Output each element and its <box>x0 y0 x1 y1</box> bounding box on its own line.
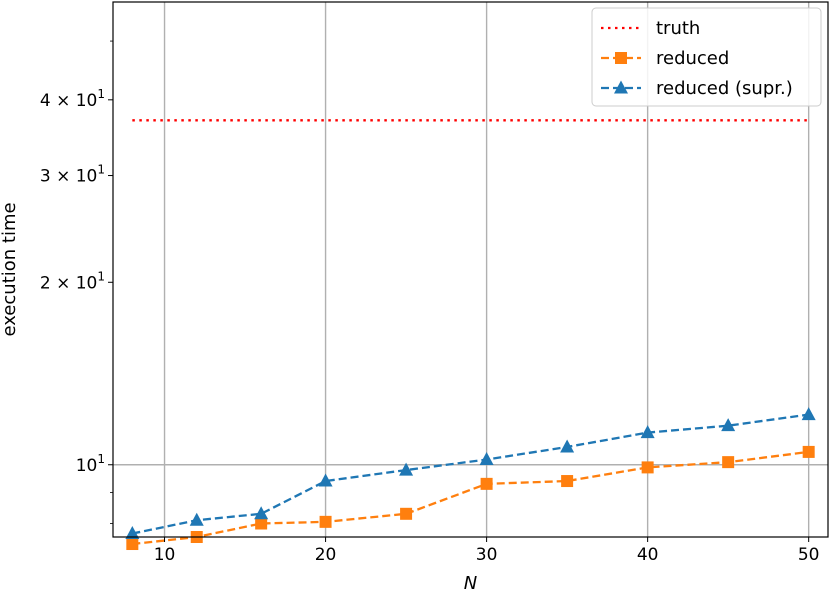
y-tick-exponent: 1 <box>97 452 105 466</box>
data-point <box>399 462 414 476</box>
x-tick-label: 10 <box>154 545 176 565</box>
data-point <box>561 475 574 488</box>
data-point <box>722 456 735 469</box>
plot-frame <box>112 1 829 538</box>
legend-box <box>591 7 822 107</box>
data-point <box>560 439 575 453</box>
data-point <box>318 473 333 487</box>
data-point <box>126 538 139 551</box>
x-axis-label: N <box>464 573 477 594</box>
y-tick-label: 2 × 101 <box>40 269 105 293</box>
y-tick-base: 4 × 10 <box>40 91 98 111</box>
data-point <box>479 452 494 466</box>
y-tick-base: 3 × 10 <box>40 167 98 187</box>
y-tick-label: 3 × 101 <box>40 163 105 187</box>
data-point <box>480 477 493 490</box>
y-tick-exponent: 1 <box>97 269 105 283</box>
legend-label: truth <box>656 18 700 39</box>
series-line <box>132 450 809 546</box>
data-point <box>255 517 268 530</box>
x-tick-label: 40 <box>637 545 659 565</box>
data-point <box>641 461 654 474</box>
legend-swatch-marker <box>614 80 628 94</box>
data-point <box>400 507 413 520</box>
legend-item: reduced (supr.) <box>601 78 793 99</box>
legend: truth reduced reduced (supr.) <box>591 7 822 107</box>
data-point <box>254 506 269 520</box>
legend-label: reduced (supr.) <box>656 78 793 99</box>
y-tick-base: 2 × 10 <box>40 273 98 293</box>
y-tick-label: 4 × 101 <box>40 87 105 111</box>
data-point <box>319 515 332 528</box>
y-tick-exponent: 1 <box>97 87 105 101</box>
y-tick-label: 101 <box>76 452 105 476</box>
series-reduced-supr <box>125 407 816 540</box>
data-point <box>125 526 140 540</box>
data-point <box>721 418 736 432</box>
x-tick-label: 20 <box>315 545 337 565</box>
legend-item: truth <box>601 18 700 39</box>
data-point <box>801 407 816 421</box>
data-point <box>802 445 815 458</box>
legend-swatch-marker <box>615 52 627 64</box>
y-tick-base: 10 <box>76 456 98 476</box>
y-tick-exponent: 1 <box>97 163 105 177</box>
data-point <box>640 425 655 439</box>
x-tick-label: 50 <box>798 545 820 565</box>
x-tick-label: 30 <box>476 545 498 565</box>
data-point <box>189 512 204 526</box>
series-line <box>132 413 809 535</box>
y-axis-label: execution time <box>0 202 20 336</box>
legend-label: reduced <box>656 48 729 69</box>
legend-item: reduced <box>601 48 729 69</box>
